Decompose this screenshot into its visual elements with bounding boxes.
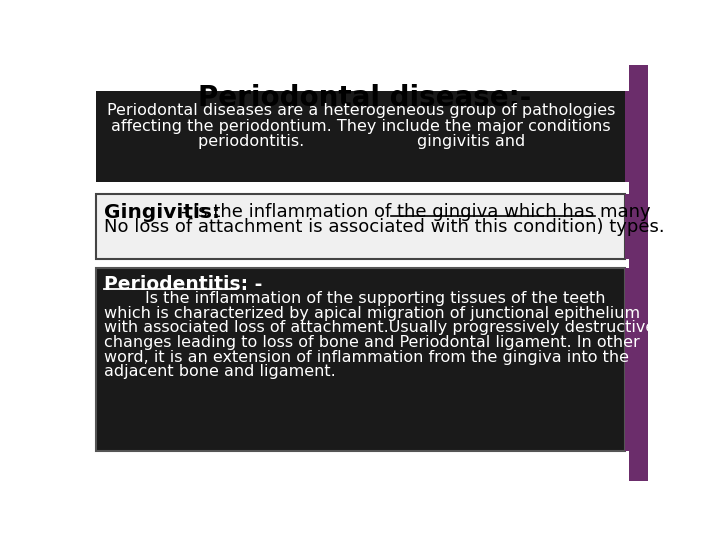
FancyBboxPatch shape: [625, 194, 636, 259]
FancyBboxPatch shape: [96, 91, 625, 182]
Text: affecting the periodontium. They include the major conditions: affecting the periodontium. They include…: [112, 119, 611, 134]
Text: word, it is an extension of inflammation from the gingiva into the: word, it is an extension of inflammation…: [104, 350, 629, 364]
Text: which is characterized by apical migration of junctional epithelium: which is characterized by apical migrati…: [104, 306, 640, 321]
Text: Gingivitis:: Gingivitis:: [104, 204, 220, 222]
FancyBboxPatch shape: [96, 268, 625, 451]
Text: adjacent bone and ligament.: adjacent bone and ligament.: [104, 364, 336, 379]
Text: Periodontal disease:-: Periodontal disease:-: [199, 84, 532, 112]
FancyBboxPatch shape: [625, 91, 636, 182]
FancyBboxPatch shape: [96, 194, 625, 259]
FancyBboxPatch shape: [629, 65, 652, 481]
Text: changes leading to loss of bone and Periodontal ligament. In other: changes leading to loss of bone and Peri…: [104, 335, 639, 350]
Text: with associated loss of attachment.Usually progressively destructive: with associated loss of attachment.Usual…: [104, 320, 655, 335]
Text: Periodontal diseases are a heterogeneous group of pathologies: Periodontal diseases are a heterogeneous…: [107, 103, 616, 118]
Text: Periodentitis: -: Periodentitis: -: [104, 275, 262, 294]
Text: periodontitis.                      gingivitis and: periodontitis. gingivitis and: [197, 134, 525, 149]
FancyBboxPatch shape: [625, 268, 636, 451]
Text: Is the inflammation of the supporting tissues of the teeth: Is the inflammation of the supporting ti…: [104, 291, 606, 306]
Text: - Is the inflammation of the gingiva which has many: - Is the inflammation of the gingiva whi…: [175, 204, 651, 221]
Text: No loss of attachment is associated with this condition) types.: No loss of attachment is associated with…: [104, 218, 665, 236]
